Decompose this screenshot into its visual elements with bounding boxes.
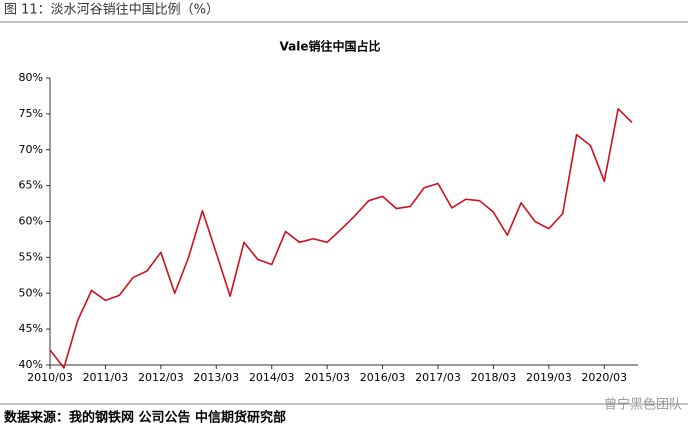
y-tick-label: 70%	[19, 143, 43, 156]
x-tick-label: 2016/03	[360, 371, 406, 384]
chart-title: Vale销往中国占比	[280, 39, 381, 54]
y-tick-label: 40%	[19, 358, 43, 371]
y-tick-label: 80%	[19, 71, 43, 84]
x-tick-label: 2012/03	[138, 371, 184, 384]
y-tick-label: 45%	[19, 322, 43, 335]
x-tick-label: 2011/03	[83, 371, 129, 384]
x-tick-label: 2018/03	[471, 371, 517, 384]
x-tick-label: 2013/03	[193, 371, 239, 384]
x-tick-label: 2010/03	[27, 371, 73, 384]
x-tick-label: 2015/03	[304, 371, 350, 384]
source: 数据来源：我的钢铁网 公司公告 中信期货研究部	[4, 410, 286, 426]
x-tick-label: 2020/03	[581, 371, 627, 384]
y-tick-label: 55%	[19, 250, 43, 263]
watermark: 曾宁黑色团队	[604, 397, 682, 413]
x-tick-label: 2017/03	[415, 371, 461, 384]
header: 图 11：淡水河谷销往中国比例（%）	[4, 3, 219, 18]
line	[49, 108, 633, 369]
x-tick-label: 2019/03	[526, 371, 572, 384]
x-tick-label: 2014/03	[249, 371, 295, 384]
y-tick-label: 65%	[19, 179, 43, 192]
y-tick-label: 75%	[19, 107, 43, 120]
y-tick-label: 60%	[19, 215, 43, 228]
y-tick-label: 50%	[19, 286, 43, 299]
